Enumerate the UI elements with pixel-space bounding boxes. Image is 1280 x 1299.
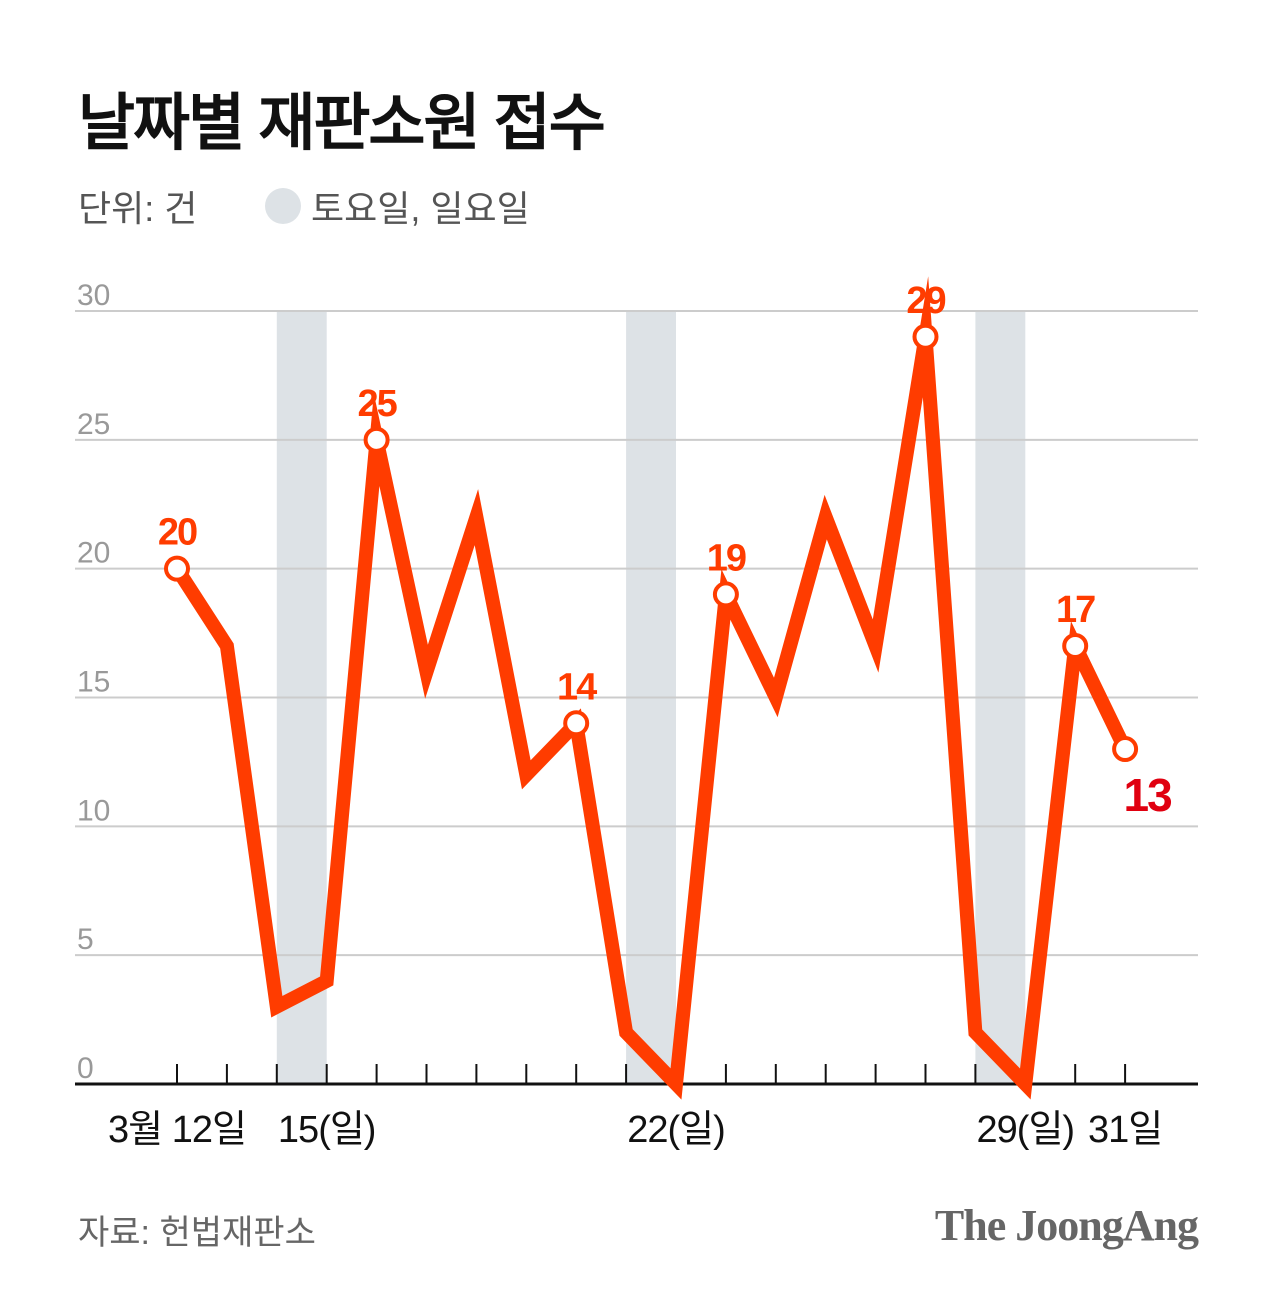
legend-label: 토요일, 일요일 [311, 188, 530, 229]
data-point [563, 710, 590, 737]
y-tick-label: 10 [77, 794, 110, 827]
x-tick-label: 29(일) [977, 1109, 1075, 1151]
data-point [1112, 736, 1139, 763]
legend-weekend-swatch [265, 188, 301, 224]
data-label: 14 [557, 666, 597, 708]
x-tick-label: 3월 12일 [108, 1109, 246, 1151]
y-tick-label: 20 [77, 537, 110, 570]
x-tick-label: 22(일) [627, 1109, 725, 1151]
data-label: 17 [1056, 589, 1095, 631]
chart-title: 날짜별 재판소원 접수 [78, 89, 606, 158]
data-line [171, 276, 1132, 1100]
data-point [1062, 632, 1089, 659]
source-label: 자료: 헌법재판소 [78, 1214, 316, 1252]
data-point [164, 555, 190, 582]
unit-label: 단위: 건 [78, 188, 198, 229]
x-tick-label: 15(일) [278, 1109, 376, 1151]
y-tick-label: 5 [77, 923, 94, 956]
data-label: 19 [707, 537, 746, 579]
data-label: 20 [158, 512, 197, 554]
data-point [912, 323, 939, 350]
y-tick-label: 0 [77, 1052, 94, 1085]
x-tick-label: 31일 [1088, 1109, 1162, 1151]
y-tick-label: 25 [77, 408, 110, 441]
data-label: 29 [906, 280, 945, 322]
y-tick-label: 30 [77, 279, 110, 312]
y-tick-label: 15 [77, 666, 110, 699]
legend: 토요일, 일요일 [265, 180, 530, 232]
logo: The JoongAng [934, 1201, 1199, 1250]
data-label: 25 [357, 383, 397, 425]
data-point [363, 426, 390, 453]
data-label: 13 [1124, 769, 1172, 821]
data-point [712, 581, 739, 608]
